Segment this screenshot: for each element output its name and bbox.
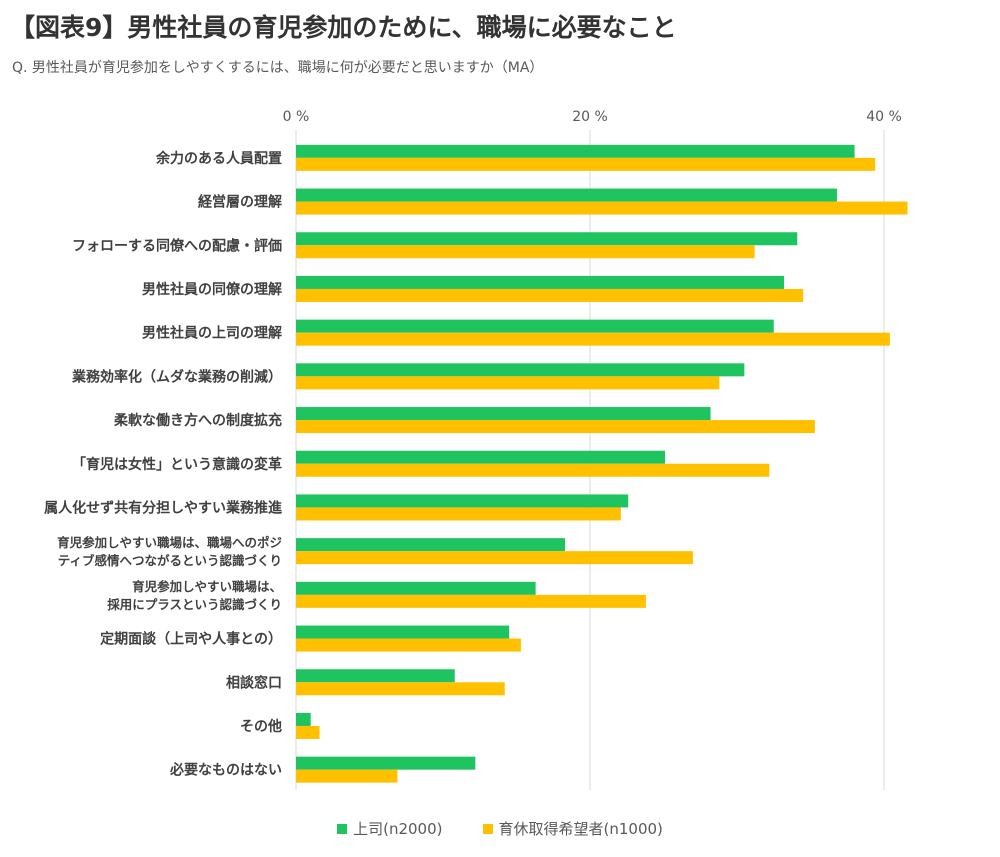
bar-supervisor xyxy=(296,494,629,508)
legend: 上司(n2000) 育休取得希望者(n1000) xyxy=(0,818,1000,839)
chart-title: 【図表9】男性社員の育児参加のために、職場に必要なこと xyxy=(10,13,677,42)
category-label-line: 育児参加しやすい職場は、職場へのポジ xyxy=(57,535,282,550)
legend-label-supervisor: 上司(n2000) xyxy=(353,820,443,838)
category-label: 柔軟な働き方への制度拡充 xyxy=(113,412,282,429)
category-label: 経営層の理解 xyxy=(198,194,282,211)
bar-supervisor xyxy=(296,581,536,595)
bar-leave-applicant xyxy=(296,245,755,259)
bar-leave-applicant xyxy=(296,376,720,390)
bar-leave-applicant xyxy=(296,594,646,608)
bar-leave-applicant xyxy=(296,463,770,477)
x-tick-label: 40 % xyxy=(866,109,902,125)
legend-item-leave-applicant: 育休取得希望者(n1000) xyxy=(482,818,663,839)
x-tick-label: 20 % xyxy=(572,109,608,125)
category-label: 必要なものはない xyxy=(169,762,282,779)
bar-leave-applicant xyxy=(296,332,890,346)
bar-supervisor xyxy=(296,450,665,464)
bar-leave-applicant xyxy=(296,725,320,739)
bar-supervisor xyxy=(296,756,476,770)
category-label-line: 育児参加しやすい職場は、 xyxy=(132,579,282,594)
bar-supervisor xyxy=(296,669,455,683)
category-label: その他 xyxy=(240,718,282,735)
category-label: 業務効率化（ムダな業務の削減） xyxy=(71,368,282,385)
bar-supervisor xyxy=(296,232,798,246)
category-label-line: ティブ感情へつながるという認識づくり xyxy=(58,553,282,568)
category-label: 「育児は女性」という意識の変革 xyxy=(72,456,282,473)
legend-swatch-leave-applicant xyxy=(482,823,493,834)
bar-supervisor xyxy=(296,275,785,289)
bar-leave-applicant xyxy=(296,201,908,215)
x-tick-label: 0 % xyxy=(283,109,310,125)
bar-supervisor xyxy=(296,407,711,421)
bar-supervisor xyxy=(296,188,837,202)
legend-swatch-supervisor xyxy=(337,823,348,834)
bar-leave-applicant xyxy=(296,551,693,565)
bar-leave-applicant xyxy=(296,769,398,783)
bar-supervisor xyxy=(296,712,311,726)
bar-leave-applicant xyxy=(296,638,521,652)
category-label: 男性社員の上司の理解 xyxy=(142,325,282,342)
bar-leave-applicant xyxy=(296,288,804,302)
legend-label-leave-applicant: 育休取得希望者(n1000) xyxy=(498,820,663,838)
bar-supervisor xyxy=(296,625,510,639)
category-label: 属人化せず共有分担しやすい業務推進 xyxy=(44,499,282,516)
category-label-line: 採用にプラスという認識づくり xyxy=(107,597,282,612)
bar-supervisor xyxy=(296,319,774,333)
category-label: フォローする同僚への配慮・評価 xyxy=(72,237,282,254)
bar-supervisor xyxy=(296,363,745,377)
bar-leave-applicant xyxy=(296,420,815,434)
category-label: 余力のある人員配置 xyxy=(155,150,282,167)
bar-leave-applicant xyxy=(296,157,876,171)
bar-supervisor xyxy=(296,144,855,158)
bar-supervisor xyxy=(296,538,566,552)
bar-leave-applicant xyxy=(296,682,505,696)
legend-item-supervisor: 上司(n2000) xyxy=(337,818,443,839)
category-label: 定期面談（上司や人事との） xyxy=(100,631,282,648)
category-label: 相談窓口 xyxy=(226,674,282,691)
chart-subtitle: Q. 男性社員が育児参加をしやすくするには、職場に何が必要だと思いますか（MA） xyxy=(12,60,544,76)
bar-leave-applicant xyxy=(296,507,621,521)
category-label: 男性社員の同僚の理解 xyxy=(142,281,282,298)
